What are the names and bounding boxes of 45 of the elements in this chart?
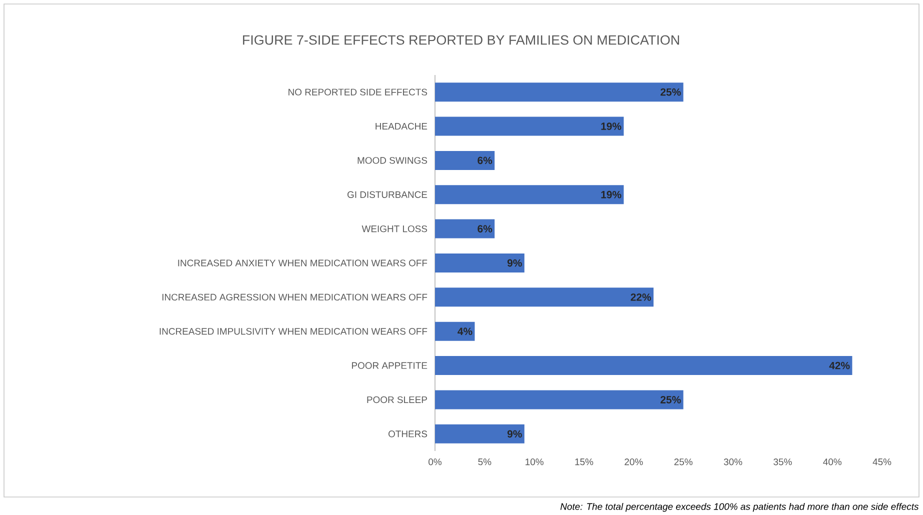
text: Note: The total percentage exceeds 100% as patients had more than one side effects [560,502,919,512]
y-tick-label: WEIGHT LOSS [362,225,428,232]
bar [435,185,624,204]
x-tick-label: 20% [624,458,643,466]
x-tick-label: 25% [674,458,692,466]
y-tick-label: POOR APPETITE [352,362,428,369]
bar [435,219,495,238]
y-tick-label: GI DISTURBANCE [348,191,428,198]
data-label: 6% [478,225,492,233]
x-tick-label: 5% [478,458,492,466]
y-tick-label: INCREASED AGRESSION WHEN MEDICATION WEARS OFF [162,294,428,301]
data-label: 4% [458,328,472,336]
y-tick-label: POOR SLEEP [367,396,427,404]
data-label: 6% [478,156,492,164]
x-tick-label: 30% [724,458,742,466]
y-tick-label: NO REPORTED SIDE EFFECTS [288,88,428,96]
x-tick-label: 15% [575,458,594,466]
bar [435,253,524,272]
bar [435,150,495,170]
x-tick-label: 45% [872,458,892,466]
bar [435,356,852,376]
bar [435,82,684,102]
y-tick-label: MOOD SWINGS [358,157,428,164]
x-tick-label: 40% [823,458,842,466]
x-tick-label: 10% [526,458,544,466]
y-tick-label: OTHERS [388,430,428,438]
data-label: 19% [601,190,622,198]
data-label: 42% [829,362,850,370]
data-label: 9% [507,259,522,267]
bar [435,390,684,410]
y-tick-label: INCREASED IMPULSIVITY WHEN MEDICATION WEARS OFF [160,328,428,335]
data-label: 25% [660,396,681,404]
bar [435,288,654,307]
x-tick-label: 0% [428,458,442,466]
bar [435,116,624,136]
y-tick-label: INCREASED ANXIETY WHEN MEDICATION WEARS OFF [178,260,428,266]
x-tick-label: 35% [774,458,792,466]
data-label: 25% [660,88,681,96]
data-label: 22% [630,293,652,301]
bar [435,322,475,341]
data-label: 9% [507,430,522,438]
chart-title: FIGURE 7-SIDE EFFECTS REPORTED BY FAMILIES ON MEDICATION [243,35,680,45]
y-tick-label: HEADACHE [376,122,428,130]
data-label: 19% [601,122,622,130]
bar [435,424,524,444]
